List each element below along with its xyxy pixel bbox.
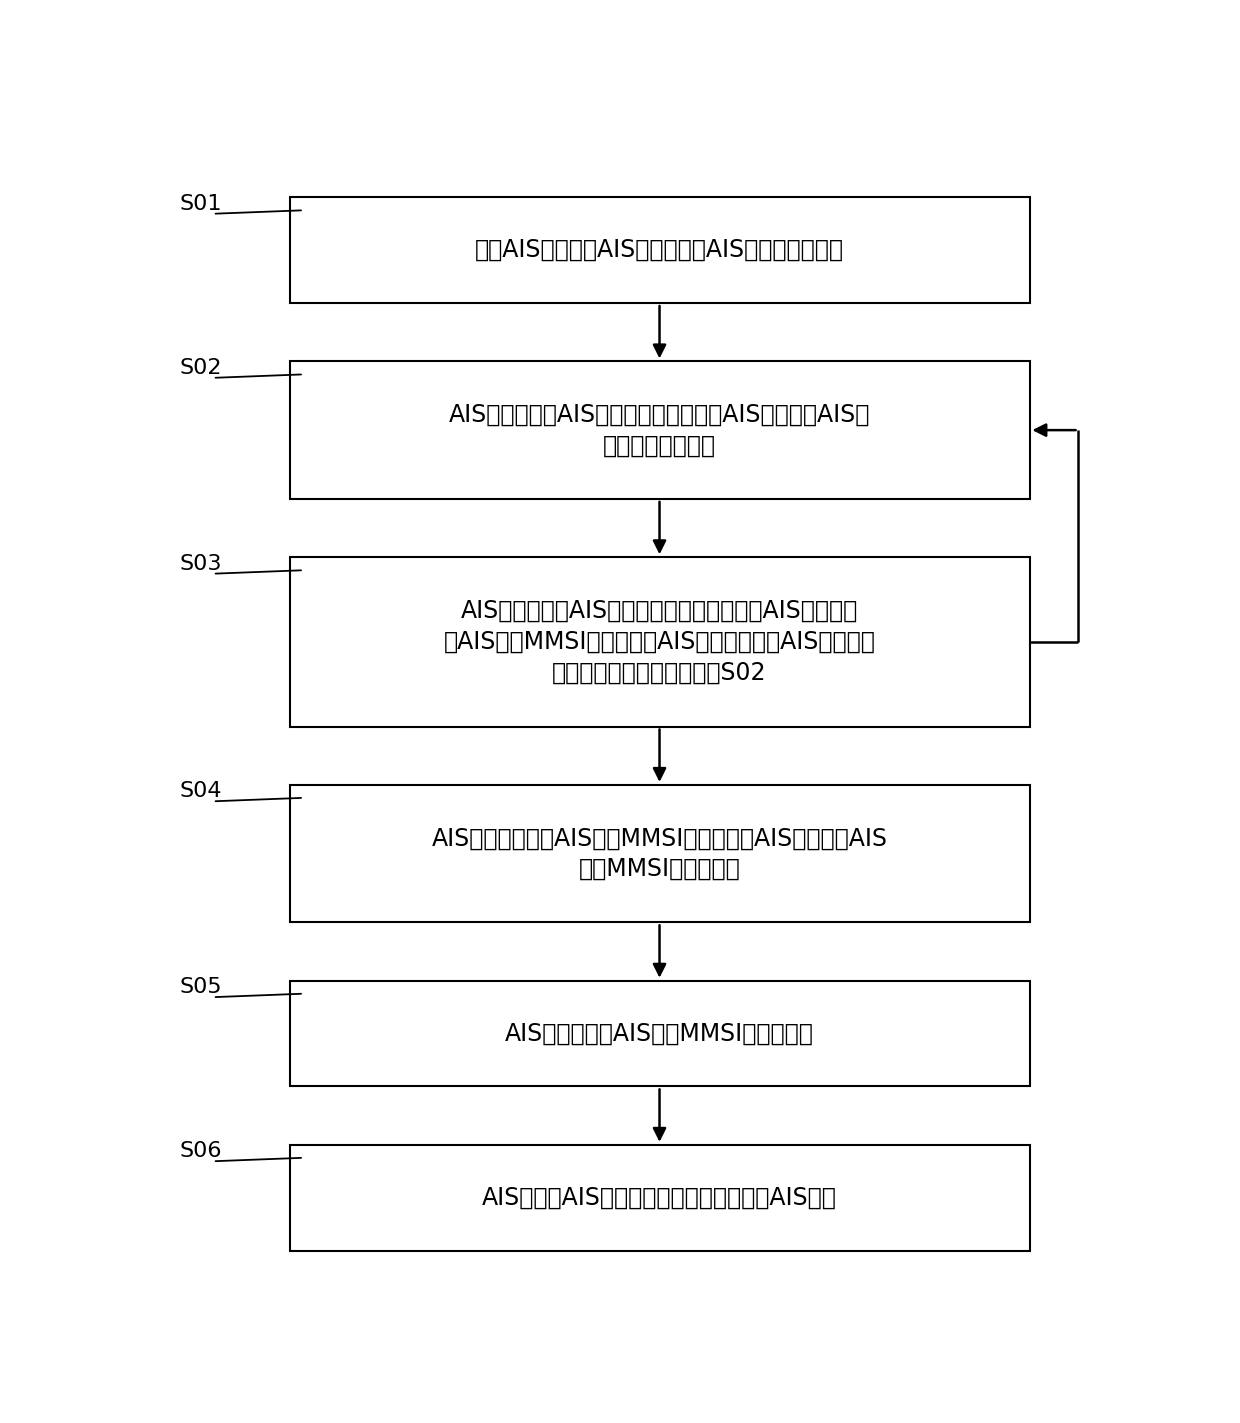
- Bar: [290, 980, 1029, 1087]
- Bar: [290, 1144, 1029, 1251]
- Text: 送AIS船舶MMSI注册包，若AIS终端没有收到AIS移动基站: 送AIS船舶MMSI注册包，若AIS终端没有收到AIS移动基站: [444, 630, 875, 653]
- Text: S04: S04: [179, 781, 222, 801]
- Bar: [290, 784, 1029, 922]
- Text: 启动AIS终端，向AIS服务器发送AIS移动基站注册包: 启动AIS终端，向AIS服务器发送AIS移动基站注册包: [475, 238, 844, 262]
- Text: 动基站注册反馈包: 动基站注册反馈包: [603, 434, 715, 457]
- Bar: [290, 558, 1029, 727]
- Text: S06: S06: [179, 1141, 222, 1161]
- Text: S01: S01: [179, 194, 222, 213]
- Text: S05: S05: [179, 978, 222, 998]
- Text: AIS终端接收到AIS移动基站注册反馈包后向AIS服务器发: AIS终端接收到AIS移动基站注册反馈包后向AIS服务器发: [461, 599, 858, 623]
- Text: 注册反馈包括，则返回步骤S02: 注册反馈包括，则返回步骤S02: [552, 660, 766, 684]
- Text: AIS服务器接收AIS移动基站注册包后向AIS终端发送AIS移: AIS服务器接收AIS移动基站注册包后向AIS终端发送AIS移: [449, 403, 870, 427]
- Bar: [290, 361, 1029, 499]
- Text: AIS终端向AIS服务器发送本船负责上传的AIS信息: AIS终端向AIS服务器发送本船负责上传的AIS信息: [482, 1185, 837, 1210]
- Bar: [290, 198, 1029, 303]
- Text: AIS终端接收到AIS船舶MMSI注册反馈包: AIS终端接收到AIS船舶MMSI注册反馈包: [505, 1022, 813, 1046]
- Text: AIS服务器接收到AIS船舶MMSI注册包后向AIS终端发送AIS: AIS服务器接收到AIS船舶MMSI注册包后向AIS终端发送AIS: [432, 827, 888, 851]
- Text: S03: S03: [179, 554, 222, 573]
- Text: 船舶MMSI注册反馈包: 船舶MMSI注册反馈包: [579, 857, 740, 881]
- Text: S02: S02: [179, 359, 222, 379]
